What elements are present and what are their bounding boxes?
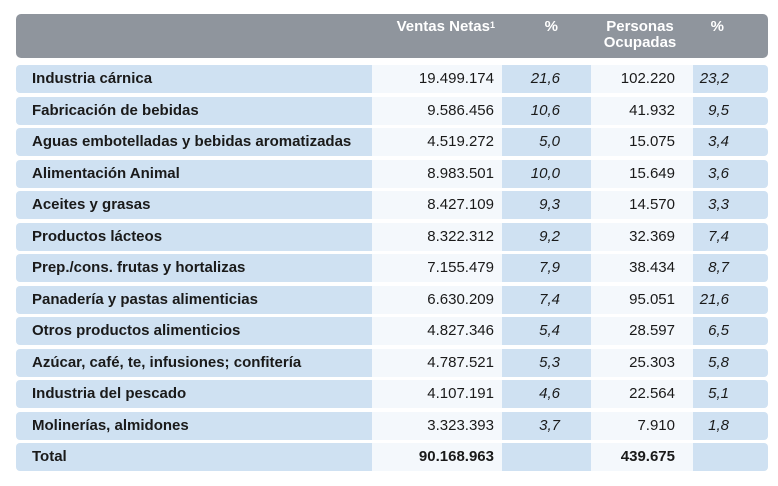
cell-percent-personas: 7,4 [708, 228, 729, 245]
cell-percent-ventas: 10,0 [530, 165, 560, 182]
table-row: Otros productos alimenticios 4.827.346 5,4… [16, 317, 768, 345]
cell-percent-ventas: 9,3 [539, 196, 560, 213]
table-row: Azúcar, café, te, infusiones; confitería… [16, 349, 768, 377]
cell-percent-ventas: 5,3 [539, 354, 560, 371]
cell-percent-personas: 8,7 [708, 259, 729, 276]
cell-ventas: 6.630.209 [372, 286, 502, 314]
cell-percent-ventas: 5,0 [539, 133, 560, 150]
row-label: Industria cárnica [32, 70, 153, 87]
cell-personas: 14.570 [591, 191, 693, 219]
total-row: Total 90.168.963 439.675 [16, 443, 768, 471]
total-personas: 439.675 [591, 443, 693, 471]
table-row: Aguas embotelladas y bebidas aromatizada… [16, 128, 768, 156]
cell-percent-personas: 3,6 [708, 165, 729, 182]
row-label: Industria del pescado [32, 385, 187, 402]
cell-percent-ventas: 10,6 [530, 102, 560, 119]
cell-percent-personas: 3,3 [708, 196, 729, 213]
cell-percent-personas: 21,6 [699, 291, 729, 308]
header-percent-ventas: % [544, 18, 558, 35]
table-row: Panadería y pastas alimenticias 6.630.209… [16, 286, 768, 314]
cell-ventas: 9.586.456 [372, 97, 502, 125]
table-row: Alimentación Animal 8.983.501 10,0 15.649 3,… [16, 160, 768, 188]
row-label: Azúcar, café, te, infusiones; confitería [32, 354, 302, 371]
table-row: Industria del pescado 4.107.191 4,6 22.564 5… [16, 380, 768, 408]
table-row: Fabricación de bebidas 9.586.456 10,6 41.93… [16, 97, 768, 125]
cell-personas: 22.564 [591, 380, 693, 408]
row-label: Productos lácteos [32, 228, 163, 245]
cell-percent-ventas: 4,6 [539, 385, 560, 402]
table-row: Industria cárnica 19.499.174 21,6 102.220 23… [16, 65, 768, 93]
row-label: Aceites y grasas [32, 196, 151, 213]
cell-percent-personas: 6,5 [708, 322, 729, 339]
table-row: Aceites y grasas 8.427.109 9,3 14.570 3,3 [16, 191, 768, 219]
table-header: Ventas Netas1 % Personas Ocupadas % [16, 14, 768, 58]
cell-percent-ventas: 5,4 [539, 322, 560, 339]
row-label: Fabricación de bebidas [32, 102, 199, 119]
total-percent-ventas [502, 443, 562, 471]
cell-personas: 41.932 [591, 97, 693, 125]
header-percent-personas: % [710, 18, 724, 35]
cell-personas: 28.597 [591, 317, 693, 345]
cell-personas: 38.434 [591, 254, 693, 282]
row-label: Molinerías, almidones [32, 417, 189, 434]
cell-percent-ventas: 21,6 [530, 70, 560, 87]
cell-personas: 102.220 [591, 65, 693, 93]
row-label: Alimentación Animal [32, 165, 180, 182]
total-label: Total [32, 448, 67, 465]
cell-personas: 32.369 [591, 223, 693, 251]
cell-percent-ventas: 7,9 [539, 259, 560, 276]
row-label: Otros productos alimenticios [32, 322, 241, 339]
table-row: Prep./cons. frutas y hortalizas 7.155.479… [16, 254, 768, 282]
cell-percent-ventas: 9,2 [539, 228, 560, 245]
cell-ventas: 8.427.109 [372, 191, 502, 219]
cell-personas: 7.910 [591, 412, 693, 440]
cell-personas: 15.649 [591, 160, 693, 188]
cell-personas: 15.075 [591, 128, 693, 156]
cell-ventas: 3.323.393 [372, 412, 502, 440]
cell-percent-ventas: 3,7 [539, 417, 560, 434]
total-ventas: 90.168.963 [372, 443, 502, 471]
row-label: Prep./cons. frutas y hortalizas [32, 259, 246, 276]
cell-percent-personas: 5,8 [708, 354, 729, 371]
cell-personas: 95.051 [591, 286, 693, 314]
row-label: Aguas embotelladas y bebidas aromatizada… [32, 133, 352, 150]
cell-ventas: 8.322.312 [372, 223, 502, 251]
cell-percent-personas: 9,5 [708, 102, 729, 119]
total-percent-personas [693, 443, 729, 471]
cell-percent-personas: 5,1 [708, 385, 729, 402]
cell-percent-personas: 1,8 [708, 417, 729, 434]
cell-ventas: 4.787.521 [372, 349, 502, 377]
cell-percent-personas: 3,4 [708, 133, 729, 150]
header-personas-ocupadas: Personas Ocupadas [603, 18, 677, 51]
cell-ventas: 7.155.479 [372, 254, 502, 282]
header-ventas-netas: Ventas Netas1 [396, 18, 495, 35]
cell-percent-personas: 23,2 [699, 70, 729, 87]
cell-ventas: 8.983.501 [372, 160, 502, 188]
cell-ventas: 4.519.272 [372, 128, 502, 156]
table-row: Molinerías, almidones 3.323.393 3,7 7.910 1,… [16, 412, 768, 440]
cell-ventas: 19.499.174 [372, 65, 502, 93]
table-row: Productos lácteos 8.322.312 9,2 32.369 7,4 [16, 223, 768, 251]
cell-ventas: 4.107.191 [372, 380, 502, 408]
cell-percent-ventas: 7,4 [539, 291, 560, 308]
cell-ventas: 4.827.346 [372, 317, 502, 345]
row-label: Panadería y pastas alimenticias [32, 291, 258, 308]
cell-personas: 25.303 [591, 349, 693, 377]
